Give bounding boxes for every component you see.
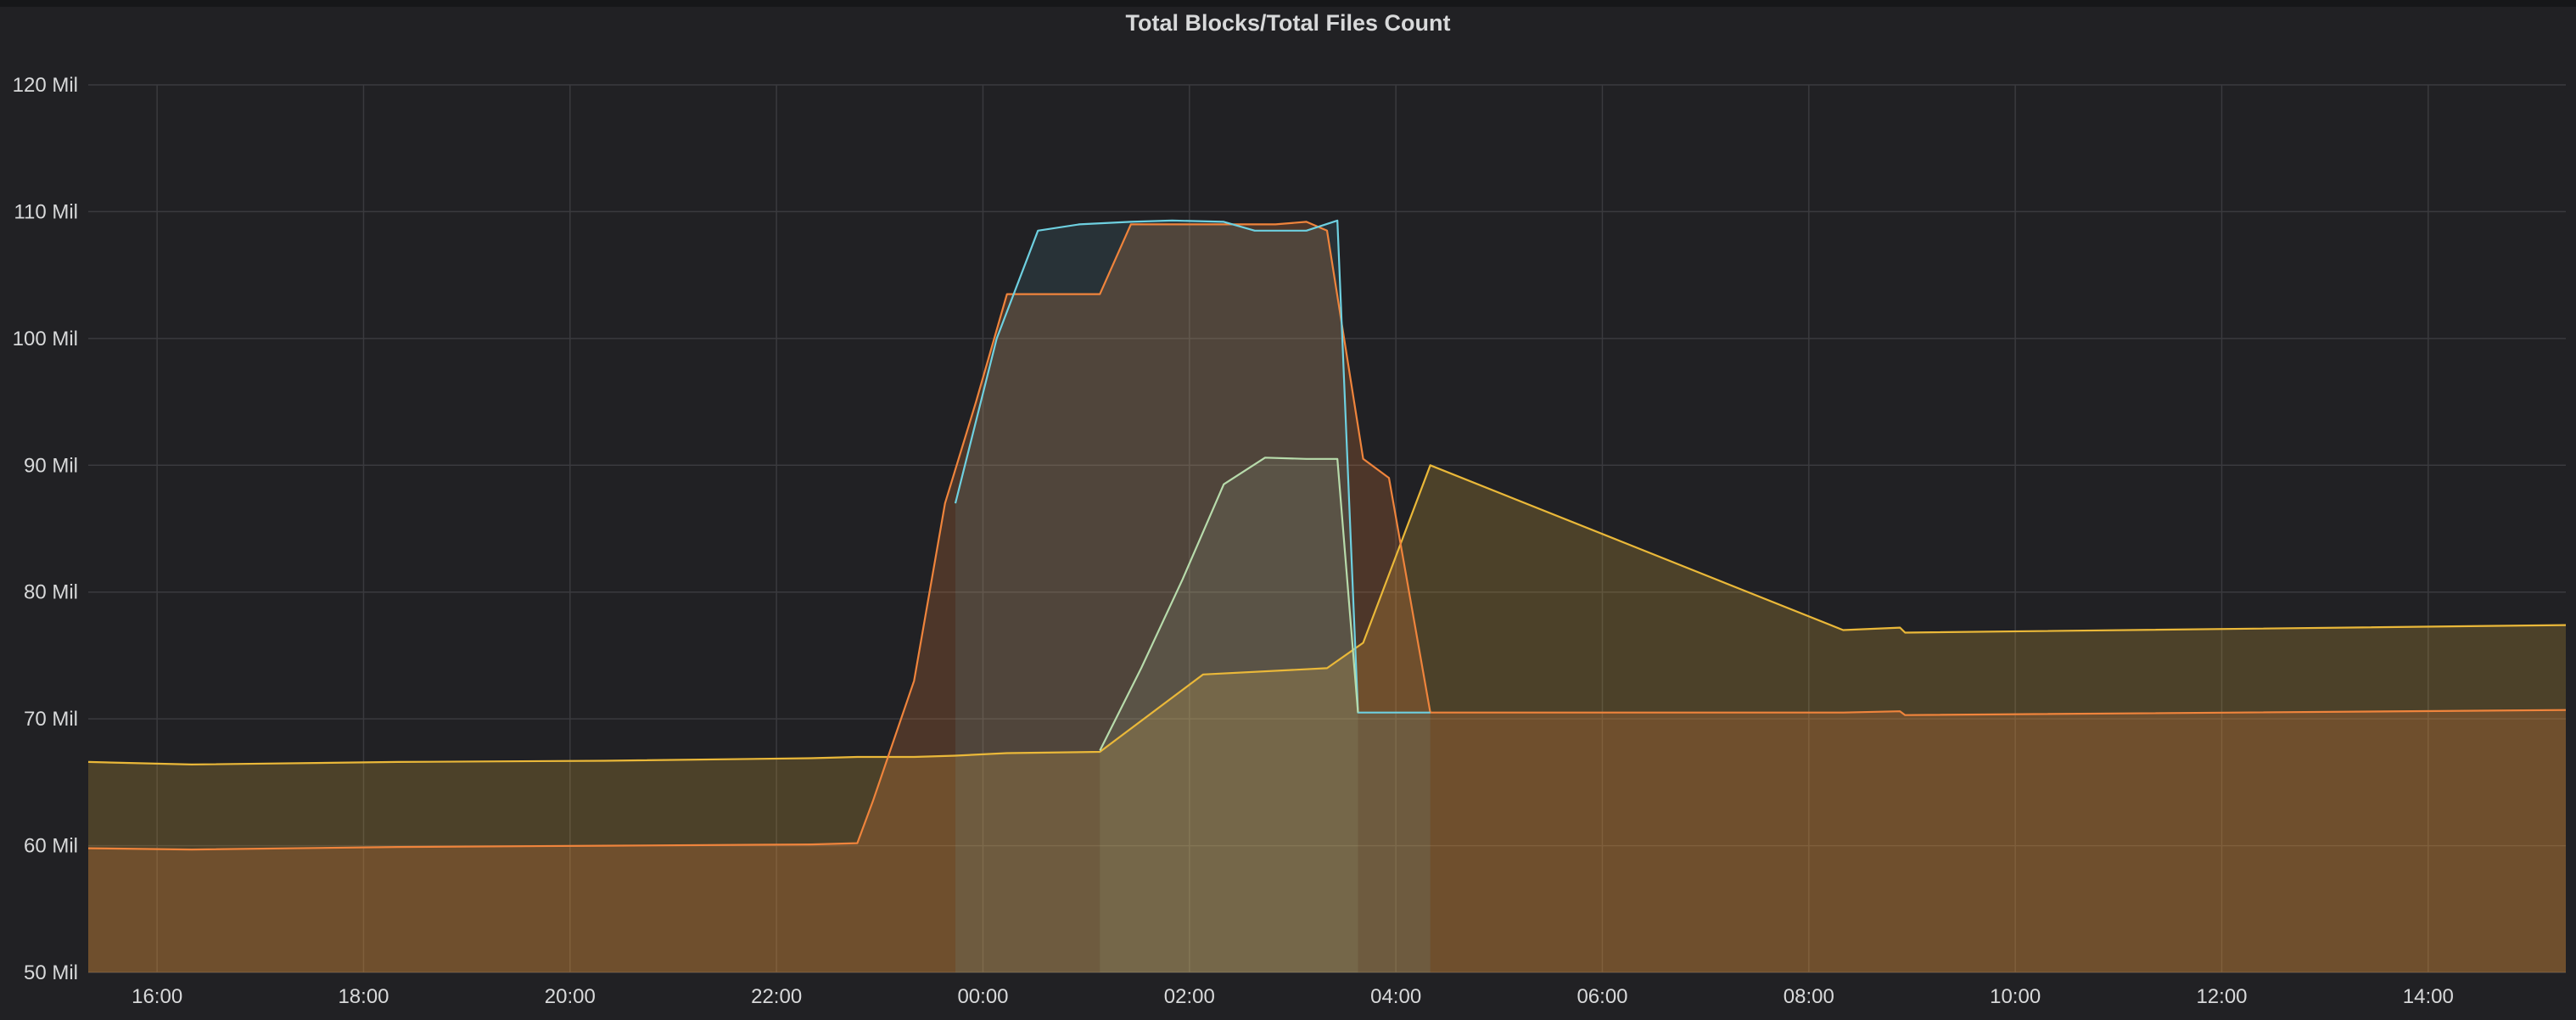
y-tick-label: 100 Mil: [13, 328, 78, 350]
y-tick-label: 50 Mil: [24, 961, 78, 984]
y-tick-label: 120 Mil: [13, 74, 78, 97]
panel-title[interactable]: Total Blocks/Total Files Count: [1125, 10, 1451, 36]
y-tick-label: 90 Mil: [24, 454, 78, 477]
x-tick-label: 14:00: [2403, 985, 2454, 1008]
y-tick-label: 70 Mil: [24, 708, 78, 731]
x-tick-label: 20:00: [545, 985, 596, 1008]
x-tick-label: 00:00: [957, 985, 1008, 1008]
series-area-2: [88, 221, 2566, 972]
graph-panel: [0, 7, 2576, 1020]
x-tick-label: 18:00: [338, 985, 389, 1008]
series-area-3: [955, 220, 1431, 972]
x-tick-label: 22:00: [751, 985, 802, 1008]
y-tick-label: 110 Mil: [14, 200, 78, 223]
y-tick-label: 60 Mil: [24, 835, 78, 858]
x-tick-label: 04:00: [1370, 985, 1421, 1008]
series-line-4[interactable]: [1099, 457, 1359, 751]
x-tick-label: 02:00: [1164, 985, 1215, 1008]
x-tick-label: 12:00: [2196, 985, 2247, 1008]
series-line-3[interactable]: [954, 219, 1431, 714]
x-tick-label: 06:00: [1576, 985, 1627, 1008]
series-line-1[interactable]: [87, 464, 2567, 765]
x-tick-label: 16:00: [132, 985, 182, 1008]
y-tick-label: 80 Mil: [24, 581, 78, 604]
x-tick-label: 10:00: [1990, 985, 2041, 1008]
series-area-4: [1100, 457, 1358, 972]
x-tick-label: 08:00: [1784, 985, 1834, 1008]
